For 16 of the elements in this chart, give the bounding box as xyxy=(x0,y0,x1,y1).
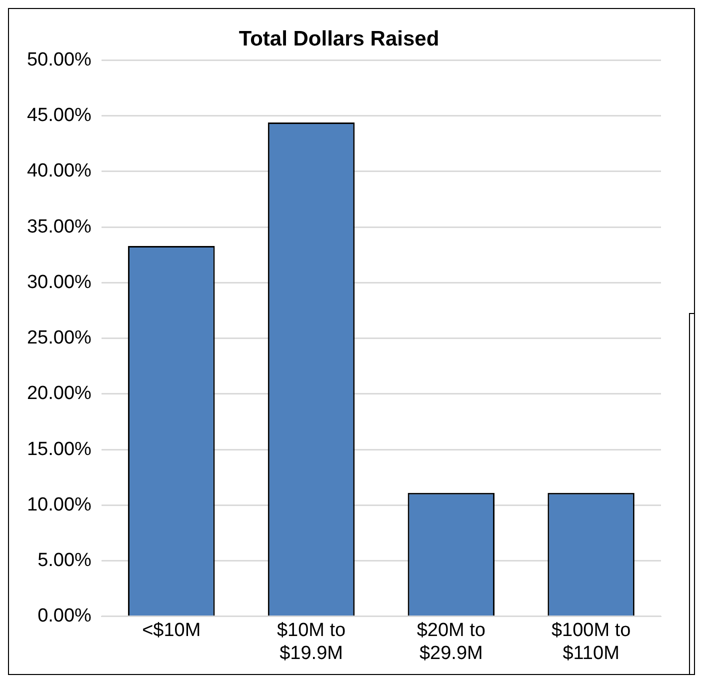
y-tick-label: 20.00% xyxy=(26,383,92,404)
y-tick-label: 0.00% xyxy=(38,606,92,627)
y-tick-label: 50.00% xyxy=(26,49,92,70)
y-tick-label: 30.00% xyxy=(26,272,92,293)
y-tick-label: 5.00% xyxy=(38,550,92,572)
y-tick-label: 15.00% xyxy=(26,438,92,460)
chart-title: Total Dollars Raised xyxy=(238,27,440,50)
x-tick-label: $100M to $110M xyxy=(551,620,631,664)
y-tick-label: 35.00% xyxy=(26,216,92,238)
y-tick-label: 10.00% xyxy=(26,494,92,516)
x-tick-label: $10M to $19.9M xyxy=(276,620,346,664)
x-tick-label: $20M to $29.9M xyxy=(416,620,486,664)
y-tick-label: 25.00% xyxy=(26,328,92,349)
x-tick-label: <$10M xyxy=(142,620,201,642)
y-tick-label: 40.00% xyxy=(26,160,92,182)
y-tick-label: 45.00% xyxy=(26,105,92,126)
